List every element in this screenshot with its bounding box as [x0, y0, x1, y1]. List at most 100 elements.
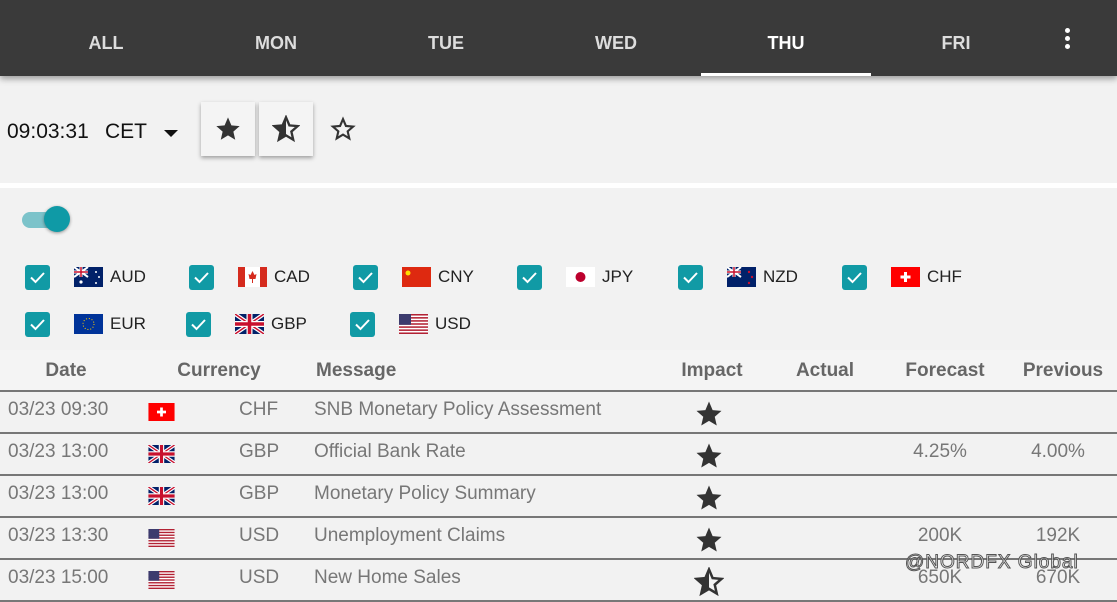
event-date: 03/23 13:00 [8, 441, 109, 462]
star-full-icon [216, 117, 240, 140]
col-currency[interactable]: Currency [177, 360, 261, 381]
tab-mon[interactable]: MON [255, 33, 297, 53]
currency-label: NZD [763, 267, 798, 286]
currency-label: CAD [274, 267, 310, 286]
star-full-icon [696, 443, 722, 468]
chevron-down-icon[interactable] [164, 130, 178, 137]
currency-label: CNY [438, 267, 474, 286]
checkbox[interactable] [25, 264, 50, 290]
star-half-icon [272, 115, 300, 143]
table-row[interactable]: 03/23 13:30 USD Unemployment Claims 200K… [0, 518, 1117, 560]
more-menu-icon[interactable] [1057, 28, 1077, 56]
currency-label: GBP [271, 314, 307, 333]
events-table: Date Currency Message Impact Actual Fore… [0, 350, 1117, 602]
tab-thu[interactable]: THU [701, 0, 871, 76]
tab-wed[interactable]: WED [595, 33, 637, 53]
flag-cad-icon [238, 267, 267, 287]
col-message[interactable]: Message [316, 360, 397, 381]
event-message[interactable]: New Home Sales [314, 567, 461, 588]
impact-indicator [693, 566, 725, 602]
checkbox[interactable] [842, 264, 867, 290]
watermark: @NORDFX Global [905, 552, 1079, 574]
currency-label: CHF [927, 267, 962, 286]
currency-filter-chf[interactable]: CHF [842, 264, 962, 290]
impact-indicator [694, 441, 724, 476]
tab-tue[interactable]: TUE [428, 33, 464, 53]
col-actual[interactable]: Actual [795, 360, 855, 381]
flag-chf-icon [148, 403, 175, 421]
checkbox[interactable] [517, 264, 542, 290]
checkbox[interactable] [25, 311, 50, 337]
star-outline-icon [330, 116, 356, 141]
flag-usd-icon [148, 529, 175, 547]
currency-filter-aud[interactable]: AUD [25, 264, 146, 290]
event-message[interactable]: Monetary Policy Summary [314, 483, 536, 504]
event-previous: 4.00% [1031, 441, 1085, 462]
impact-indicator [694, 525, 724, 560]
impact-indicator [694, 483, 724, 518]
currency-filter-gbp[interactable]: GBP [186, 311, 307, 337]
currency-filter-usd[interactable]: USD [350, 311, 471, 337]
checkbox[interactable] [353, 264, 378, 290]
divider [0, 183, 1117, 188]
flag-nzd-icon [727, 267, 756, 287]
currency-filter-toggle[interactable] [22, 206, 72, 232]
currency-filter-cny[interactable]: CNY [353, 264, 474, 290]
table-header: Date Currency Message Impact Actual Fore… [0, 350, 1117, 392]
event-forecast: 650K [917, 567, 963, 588]
event-previous: 192K [1035, 525, 1081, 546]
currency-filter-cad[interactable]: CAD [189, 264, 310, 290]
checkbox[interactable] [189, 264, 214, 290]
event-forecast: 200K [917, 525, 963, 546]
table-row[interactable]: 03/23 09:30 CHF SNB Monetary Policy Asse… [0, 392, 1117, 434]
currency-label: JPY [602, 267, 634, 286]
event-currency: USD [239, 567, 280, 588]
event-currency: GBP [239, 441, 280, 462]
currency-label: EUR [110, 314, 146, 333]
table-row[interactable]: 03/23 13:00 GBP Monetary Policy Summary [0, 476, 1117, 518]
col-forecast[interactable]: Forecast [905, 360, 985, 381]
currency-filter-jpy[interactable]: JPY [517, 264, 633, 290]
timezone-select[interactable]: CET [105, 120, 147, 143]
flag-cny-icon [402, 267, 431, 287]
high-impact-filter-button[interactable] [201, 102, 255, 156]
medium-impact-filter-button[interactable] [259, 102, 313, 156]
checkbox[interactable] [678, 264, 703, 290]
col-impact[interactable]: Impact [681, 360, 743, 381]
flag-gbp-icon [148, 487, 175, 505]
flag-gbp-icon [235, 314, 264, 334]
event-message[interactable]: Official Bank Rate [314, 441, 466, 462]
tab-fri[interactable]: FRI [941, 33, 971, 53]
flag-usd-icon [148, 571, 175, 589]
event-date: 03/23 13:00 [8, 483, 109, 504]
checkbox[interactable] [350, 311, 375, 337]
currency-label: AUD [110, 267, 146, 286]
event-message[interactable]: Unemployment Claims [314, 525, 506, 546]
event-date: 03/23 13:30 [8, 525, 109, 546]
checkbox[interactable] [186, 311, 211, 337]
flag-usd-icon [399, 314, 428, 334]
event-forecast: 4.25% [913, 441, 967, 462]
event-message[interactable]: SNB Monetary Policy Assessment [314, 399, 602, 420]
tab-all[interactable]: ALL [88, 33, 124, 53]
star-full-icon [696, 527, 722, 552]
flag-gbp-icon [148, 445, 175, 463]
event-date: 03/23 15:00 [8, 567, 109, 588]
event-currency: CHF [239, 399, 279, 420]
currency-filter-nzd[interactable]: NZD [678, 264, 798, 290]
event-date: 03/23 09:30 [8, 399, 109, 420]
day-tabs-bar: ALL MON TUE WED THU FRI [0, 0, 1117, 76]
star-half-icon [693, 566, 725, 597]
col-date[interactable]: Date [45, 360, 87, 381]
currency-filter-eur[interactable]: EUR [25, 311, 146, 337]
event-currency: USD [239, 525, 280, 546]
star-full-icon [696, 401, 722, 426]
impact-indicator [694, 399, 724, 434]
low-impact-filter-button[interactable] [316, 102, 370, 156]
table-row[interactable]: 03/23 13:00 GBP Official Bank Rate 4.25%… [0, 434, 1117, 476]
col-previous[interactable]: Previous [1022, 360, 1104, 381]
flag-aud-icon [74, 267, 103, 287]
star-full-icon [696, 485, 722, 510]
flag-eur-icon [74, 314, 103, 334]
current-time: 09:03:31 [7, 120, 89, 143]
